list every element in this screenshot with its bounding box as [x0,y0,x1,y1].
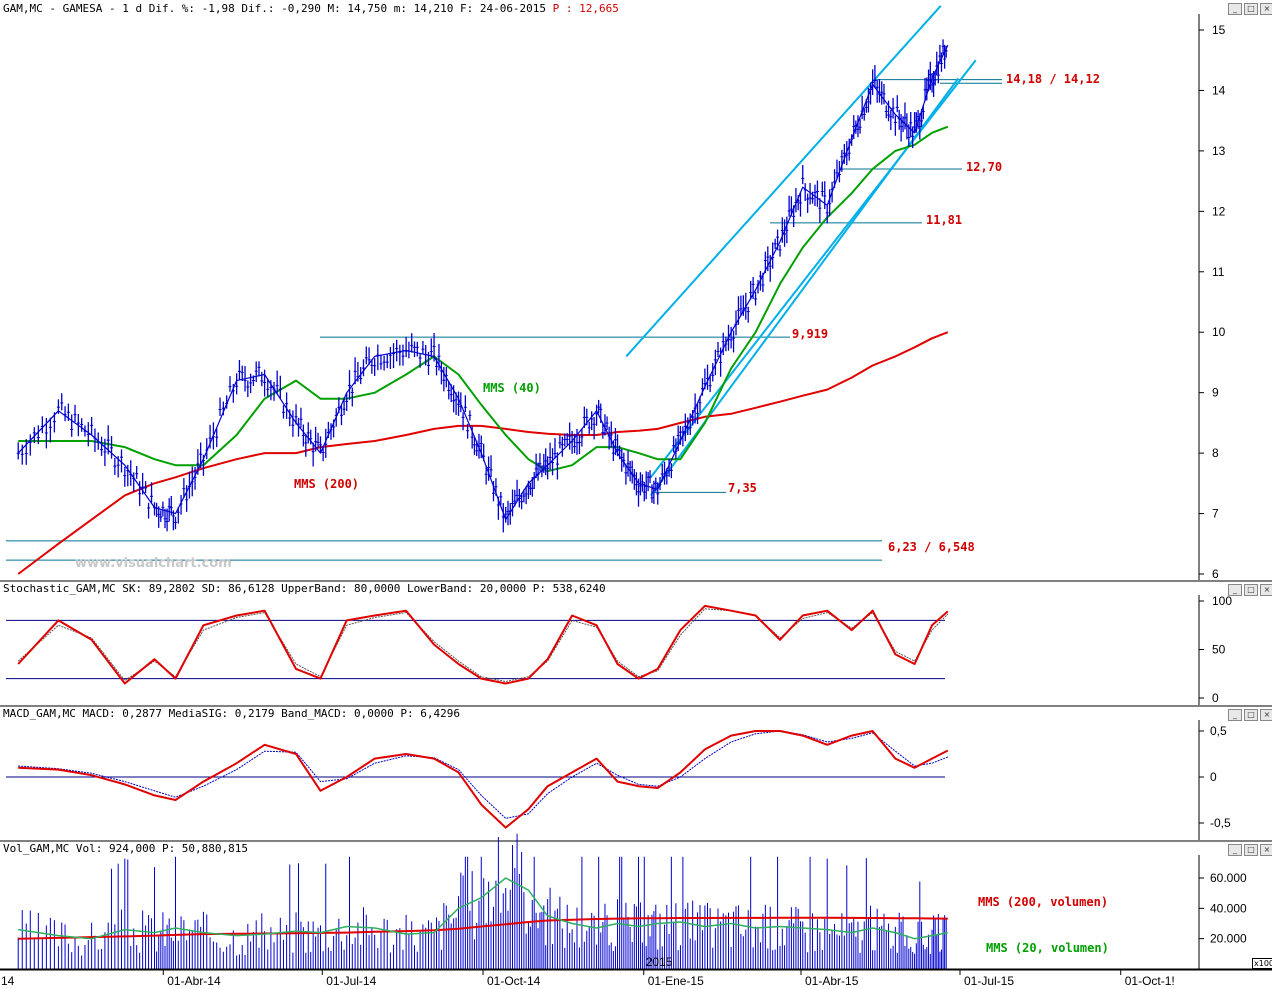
series-mms200-line [17,331,949,575]
close-icon[interactable]: × [1260,3,1272,15]
price-ytick-label: 9 [1212,386,1219,400]
stoch-ytick-label: 0 [1212,691,1219,705]
legend-mms40: MMS (40) [483,381,541,395]
x100-badge: x100 [1252,958,1272,969]
x-tick-label: 01-Jul-15 [964,974,1014,988]
price-header-text: GAM,MC - GAMESA - 1 d Dif. %: -1,98 Dif.… [3,2,547,15]
restore-icon[interactable]: □ [1244,3,1258,15]
channel-line-2 [649,59,977,478]
volume-panel [17,833,947,969]
price-header: GAM,MC - GAMESA - 1 d Dif. %: -1,98 Dif.… [3,2,619,15]
close-icon[interactable]: × [1260,584,1272,596]
level-label-7-35: 7,35 [728,481,757,495]
price-ytick-label: 10 [1212,325,1226,339]
series-stoch-sk-line [17,604,949,685]
series-stoch-sd-line [17,608,949,682]
series-vol-mms200-line [18,916,948,940]
close-icon[interactable]: × [1260,709,1272,721]
restore-icon[interactable]: □ [1244,844,1258,856]
vol-ytick-label: 40.000 [1210,901,1247,915]
x-tick-label: 14 [1,974,15,988]
stoch-ytick-label: 50 [1212,643,1226,657]
year-marker: 2015 [646,955,673,969]
price-ytick-label: 8 [1212,446,1219,460]
stochastic-header: Stochastic_GAM,MC SK: 89,2802 SD: 86,612… [3,582,606,595]
x-tick-label: 01-Ene-15 [648,974,704,988]
channel-line-0 [625,5,942,358]
stochastic-window-buttons: _ □ × [1228,584,1272,596]
vol-ytick-label: 20.000 [1210,932,1247,946]
level-label-11-81: 11,81 [926,213,963,227]
series-mms40-line [18,125,949,473]
watermark: www.visualchart.com [75,556,232,571]
level-label-9-919: 9,919 [792,327,829,341]
price-ytick-label: 7 [1212,507,1219,521]
price-ytick-label: 15 [1212,23,1226,37]
macd-header: MACD_GAM,MC MACD: 0,2877 MediaSIG: 0,217… [3,707,460,720]
restore-icon[interactable]: □ [1244,709,1258,721]
x-tick-label: 01-Abr-15 [805,974,859,988]
series-vol-mms20-line [18,877,948,940]
price-bars [16,39,948,533]
price-ytick-label: 6 [1212,567,1219,581]
x-tick-label: 01-Oct-14 [487,974,541,988]
price-header-close: P : 12,665 [546,2,619,15]
macd-ytick-label: 0 [1210,770,1217,784]
level-label-6-23: 6,23 / 6,548 [888,540,975,554]
axes-layer: 6 7 8 9 10 11 12 13 14 15 0 50 100 -0,5 0 0,5 20.000 40.0… [0,23,1272,988]
price-ytick-label: 12 [1212,204,1226,218]
volume-window-buttons: _ □ × [1228,844,1272,856]
restore-icon[interactable]: □ [1244,584,1258,596]
minimize-icon[interactable]: _ [1228,584,1242,596]
macd-window-buttons: _ □ × [1228,709,1272,721]
minimize-icon[interactable]: _ [1228,3,1242,15]
legend-mms200: MMS (200) [294,477,360,491]
minimize-icon[interactable]: _ [1228,844,1242,856]
vol-ytick-label: 60.000 [1210,871,1247,885]
series-price-line [17,44,949,521]
stoch-ytick-label: 100 [1212,594,1232,608]
macd-ytick-label: -0,5 [1210,816,1231,830]
close-icon[interactable]: × [1260,844,1272,856]
series-macd-line [18,730,949,829]
reference-lines [6,5,1002,778]
level-label-12-70: 12,70 [966,160,1003,174]
legend-vol-mms200: MMS (200, volumen) [978,895,1109,909]
level-label-14-18: 14,18 / 14,12 [1006,72,1100,86]
x-tick-label: 01-Abr-14 [167,974,221,988]
x-tick-label: 01-Oct-1! [1125,974,1175,988]
price-ytick-label: 14 [1212,83,1226,97]
series-layer [16,39,949,940]
macd-ytick-label: 0,5 [1210,724,1227,738]
x-tick-label: 01-Jul-14 [326,974,376,988]
series-macd-signal-line [18,730,948,819]
panel-frames [0,14,1272,971]
price-window-buttons: _ □ × [1228,3,1272,15]
legend-vol-mms20: MMS (20, volumen) [986,941,1109,955]
volume-header: Vol_GAM,MC Vol: 924,000 P: 50,880,815 [3,842,249,855]
price-ytick-label: 11 [1212,265,1225,279]
price-ytick-label: 13 [1212,144,1226,158]
minimize-icon[interactable]: _ [1228,709,1242,721]
